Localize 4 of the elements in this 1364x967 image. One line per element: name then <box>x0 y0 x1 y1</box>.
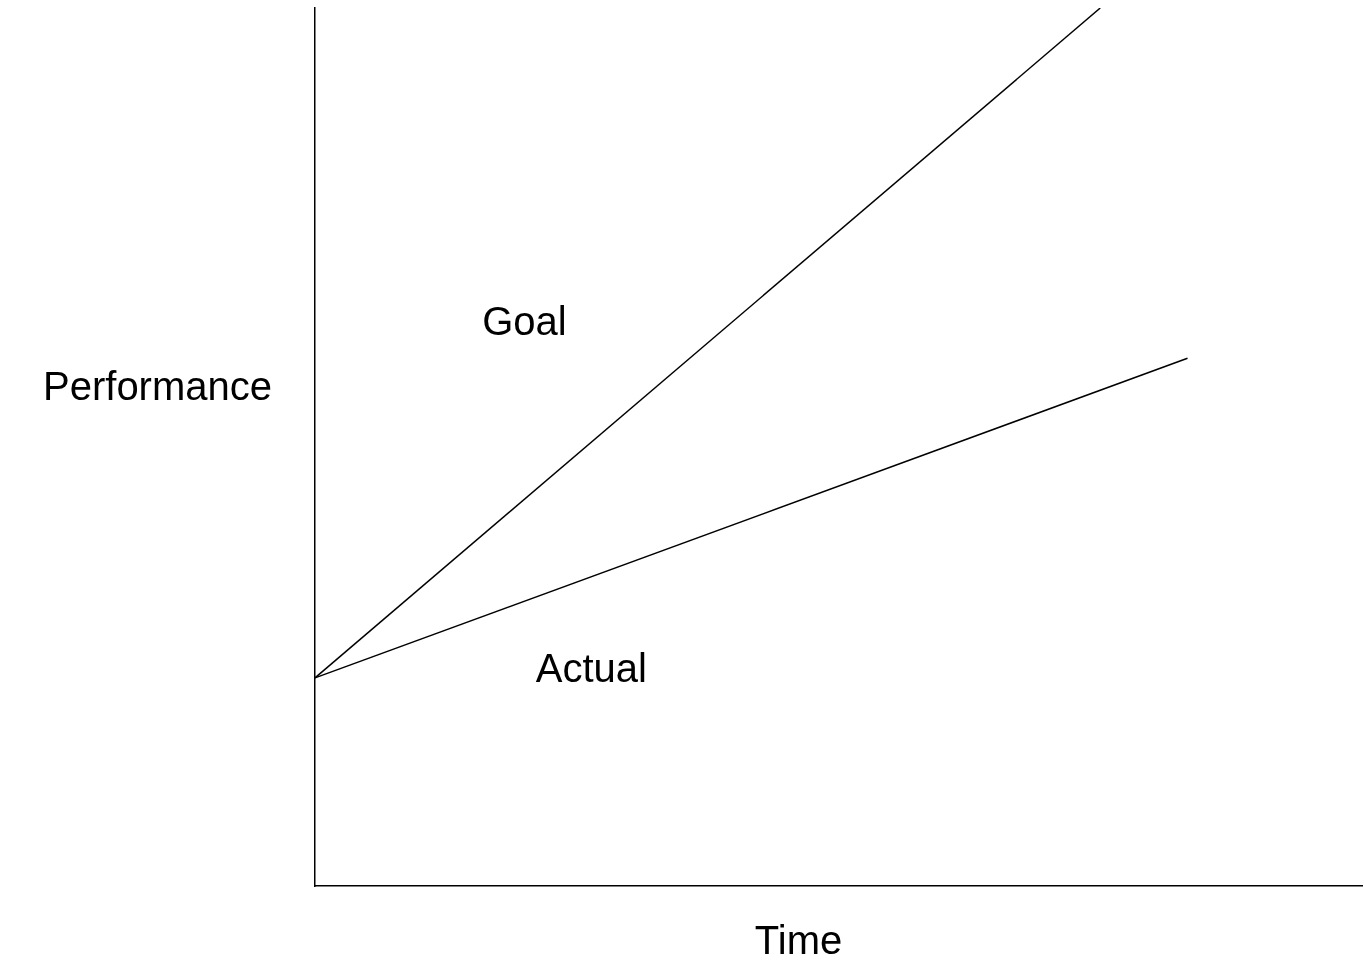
series-label: Actual <box>535 645 647 690</box>
text: Goal <box>482 299 567 344</box>
y-axis-title: Performance <box>43 363 272 408</box>
x-axis-title: Time <box>754 918 843 963</box>
